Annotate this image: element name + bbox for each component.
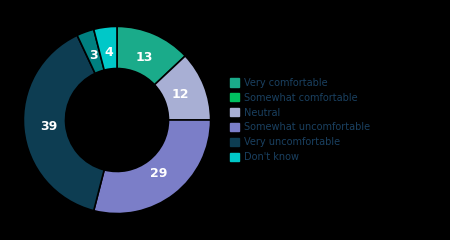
Wedge shape: [94, 26, 117, 70]
Wedge shape: [154, 56, 211, 120]
Wedge shape: [94, 120, 211, 214]
Text: 39: 39: [40, 120, 58, 133]
Text: 4: 4: [104, 46, 113, 59]
Wedge shape: [117, 26, 185, 85]
Text: 3: 3: [90, 49, 98, 62]
Text: 29: 29: [150, 168, 167, 180]
Text: 12: 12: [172, 88, 189, 101]
Text: 13: 13: [135, 51, 153, 64]
Legend: Very comfortable, Somewhat comfortable, Neutral, Somewhat uncomfortable, Very un: Very comfortable, Somewhat comfortable, …: [228, 76, 372, 164]
Wedge shape: [77, 29, 104, 73]
Wedge shape: [23, 35, 104, 211]
